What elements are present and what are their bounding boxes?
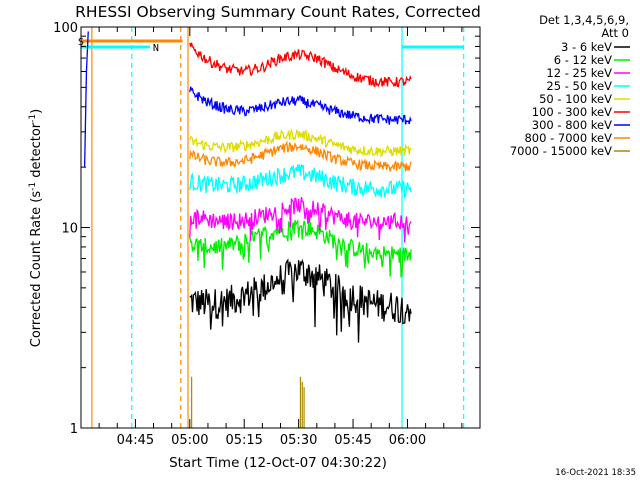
legend-label: 100 - 300 keV [532, 105, 612, 119]
legend-label: 12 - 25 keV [546, 66, 612, 80]
y-tick-label: 1 [70, 422, 78, 437]
x-tick-label: 06:00 [389, 433, 426, 448]
series-6to12keV-kev [189, 218, 412, 278]
x-tick-label: 05:15 [225, 433, 262, 448]
series-100to300keV-kev [189, 42, 412, 88]
y-tick-label: 10 [61, 222, 78, 237]
chart-title: RHESSI Observing Summary Count Rates, Co… [75, 3, 481, 21]
x-tick-label: 05:45 [334, 433, 371, 448]
series-50to100keV-kev [189, 128, 412, 158]
legend-header: Det 1,3,4,5,6,9, [539, 13, 629, 27]
series-12to25keV-kev [189, 196, 412, 243]
y-axis-label-sup2: -1 [28, 114, 38, 123]
y-tick-label: 100 [53, 21, 78, 36]
series-7000to15000keV-kev [191, 376, 305, 428]
x-tick-label: 04:45 [117, 433, 154, 448]
series-3to6keV-kev [189, 258, 412, 343]
legend-header: Att 0 [601, 26, 629, 40]
plot-area: NS [78, 27, 465, 428]
y-axis-label-main: Corrected Count Rate (s [29, 191, 44, 348]
axis-ticks [80, 26, 481, 429]
early-rise [83, 31, 89, 168]
series-25to50keV-kev [189, 164, 412, 200]
x-tick-label: 05:00 [171, 433, 208, 448]
series-800to7000keV-kev [189, 140, 412, 172]
legend-label: 7000 - 15000 keV [510, 144, 612, 158]
x-axis-label: Start Time (12-Oct-07 04:30:22) [169, 455, 387, 471]
x-tick-label: 05:30 [280, 433, 317, 448]
tick-labels: 04:45 05:00 05:15 05:30 05:45 06:00 1 10 100 [53, 21, 426, 448]
y-axis-label-mid: detector [29, 122, 44, 182]
legend-label: 800 - 7000 keV [524, 131, 612, 145]
legend-label: 3 - 6 keV [561, 40, 612, 54]
legend-label: 300 - 800 keV [532, 118, 612, 132]
legend-label: 25 - 50 keV [546, 79, 612, 93]
y-axis-label-sup1: -1 [28, 182, 38, 191]
annotation-n: N [153, 43, 159, 54]
y-axis-label-end: ) [29, 109, 44, 114]
legend-label: 6 - 12 keV [554, 53, 612, 67]
timestamp: 16-Oct-2021 18:35 [555, 468, 636, 478]
y-axis-label: Corrected Count Rate (s-1 detector-1) [28, 109, 44, 347]
series-300to800keV-kev [189, 86, 412, 125]
legend-label: 50 - 100 keV [539, 92, 612, 106]
